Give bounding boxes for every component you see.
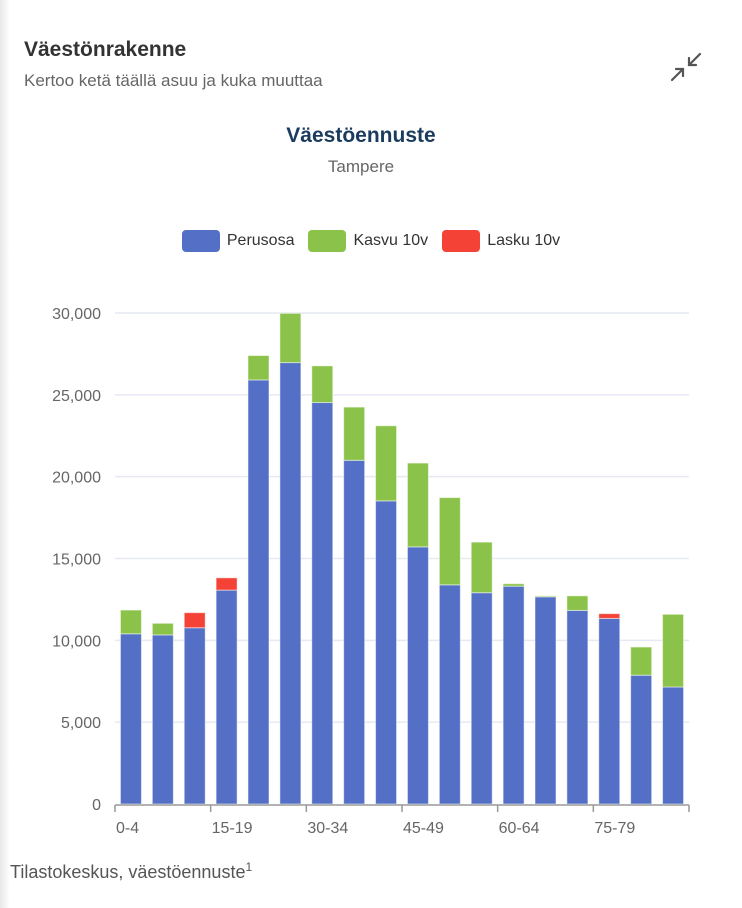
bar-segment — [119, 609, 142, 635]
bar-segment — [279, 362, 302, 805]
legend-swatch — [181, 230, 220, 252]
collapse-button[interactable] — [668, 50, 704, 84]
legend-swatch — [308, 230, 347, 252]
bar-segment — [215, 589, 238, 805]
x-tick-label: 30-34 — [307, 820, 348, 837]
y-tick-label: 20,000 — [52, 470, 101, 487]
bar-segment — [311, 402, 334, 805]
bar-segment — [215, 577, 238, 591]
x-tick-label: 0-4 — [116, 820, 139, 837]
bar-segment — [630, 674, 653, 805]
bar-segment — [119, 633, 142, 805]
bar-segment — [438, 584, 461, 805]
source-text: Tilastokeskus, väestöennuste — [10, 862, 246, 882]
y-tick-label: 30,000 — [52, 306, 101, 323]
bar-segment — [247, 379, 270, 805]
source-note: Tilastokeskus, väestöennuste1 — [10, 860, 252, 883]
bar-segment — [151, 634, 174, 805]
footnote-marker: 1 — [245, 860, 253, 874]
y-tick-label: 5,000 — [61, 715, 101, 732]
legend-item-kasvu[interactable]: Kasvu 10v — [308, 230, 428, 252]
legend-item-lasku[interactable]: Lasku 10v — [442, 230, 560, 252]
bar-segment — [534, 595, 557, 598]
bar-segment — [598, 613, 621, 619]
chart-subtitle: Tampere — [327, 157, 395, 176]
bar-segment — [566, 595, 589, 611]
bar-segment — [470, 541, 493, 594]
bar-segment — [183, 627, 206, 805]
bar-segment — [438, 497, 461, 586]
bar-segment — [343, 459, 366, 805]
bar-segment — [247, 355, 270, 381]
legend-label: Lasku 10v — [487, 232, 561, 249]
bar-segment — [406, 462, 429, 548]
x-tick-label: 15-19 — [212, 820, 253, 837]
y-tick-label: 10,000 — [52, 633, 101, 650]
x-tick-label: 75-79 — [594, 820, 635, 837]
collapse-arrows-icon — [670, 52, 702, 82]
bar-segment — [279, 312, 302, 364]
bar-segment — [151, 622, 174, 636]
bar-segment — [375, 500, 398, 805]
legend-swatch — [442, 230, 481, 252]
panel-title: Väestönrakenne — [24, 38, 187, 61]
bar-segment — [598, 617, 621, 805]
bar-segment — [662, 613, 685, 688]
x-tick-label: 60-64 — [499, 820, 540, 837]
y-tick-label: 25,000 — [52, 388, 101, 405]
bar-segment — [534, 596, 557, 805]
bar-segment — [406, 546, 429, 805]
y-tick-label: 0 — [92, 797, 101, 814]
bar-segment — [630, 646, 653, 676]
x-tick-label: 45-49 — [403, 820, 444, 837]
legend-label: Perusosa — [226, 232, 295, 249]
bar-segment — [183, 612, 206, 629]
chart-legend: Perusosa Kasvu 10v Lasku 10v — [0, 230, 742, 252]
legend-item-perusosa[interactable]: Perusosa — [181, 230, 295, 252]
legend-label: Kasvu 10v — [353, 232, 429, 249]
bar-segment — [502, 585, 525, 805]
bar-segment — [470, 592, 493, 805]
panel-subtitle: Kertoo ketä täällä asuu ja kuka muuttaa — [24, 71, 323, 90]
bar-segment — [343, 406, 366, 461]
bar-segment — [375, 425, 398, 502]
bar-segment — [311, 365, 334, 404]
bar-segment — [566, 609, 589, 805]
bar-segment — [502, 583, 525, 587]
bar-chart: 0 5,000 10,000 15,000 20,000 25,000 30,000 0-4 1… — [52, 306, 690, 837]
panel-shadow — [0, 0, 10, 908]
bar-segment — [662, 686, 685, 805]
chart-title: Väestöennuste — [286, 124, 436, 147]
y-tick-label: 15,000 — [52, 552, 101, 569]
